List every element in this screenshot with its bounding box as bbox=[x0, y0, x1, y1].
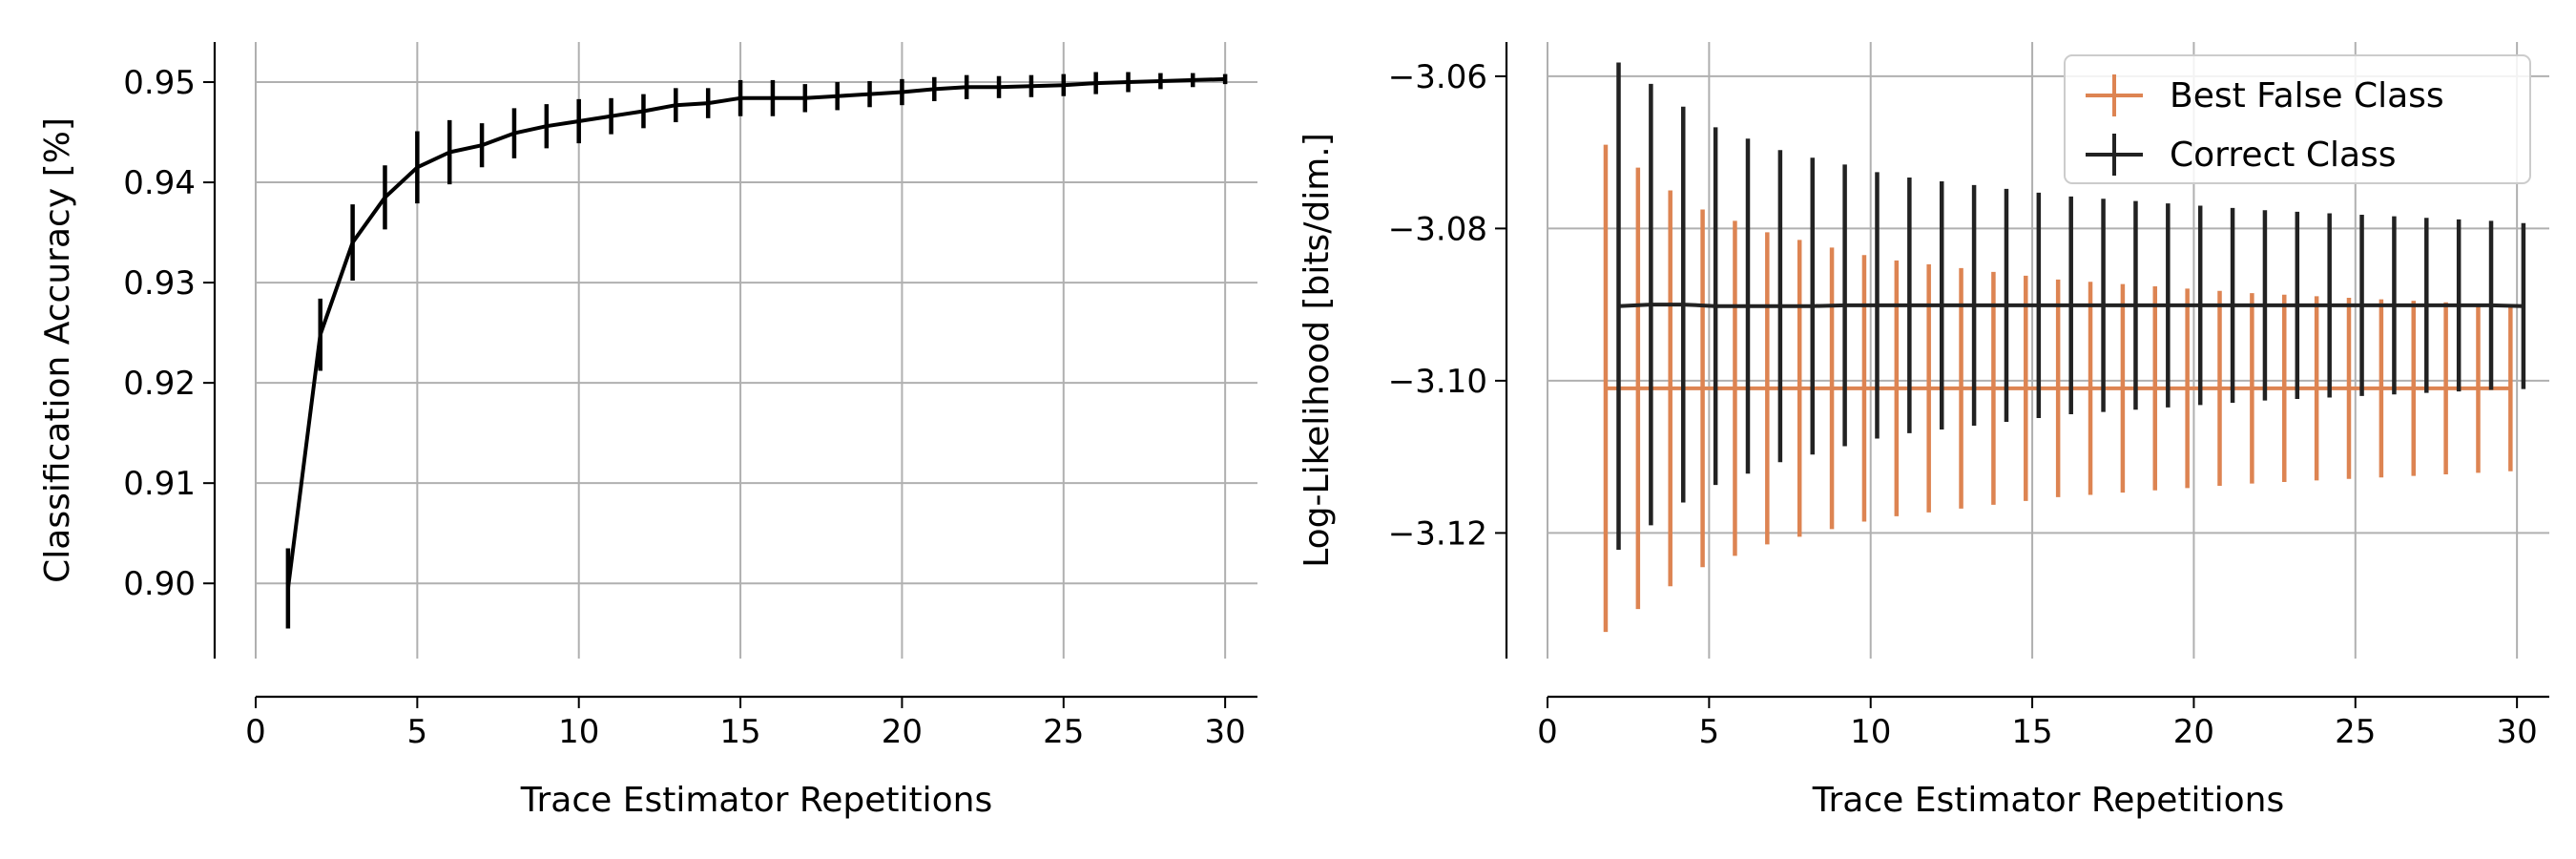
y-tick-label: −3.10 bbox=[1388, 363, 1487, 401]
legend: Best False Class Correct Class bbox=[2064, 54, 2531, 184]
legend-label: Best False Class bbox=[2170, 76, 2444, 115]
x-tick-label: 20 bbox=[2173, 713, 2214, 751]
y-tick-label: 0.94 bbox=[123, 164, 196, 202]
x-axis-label: Trace Estimator Repetitions bbox=[1812, 781, 2284, 820]
x-tick-label: 5 bbox=[1699, 713, 1720, 751]
x-tick-label: 10 bbox=[1850, 713, 1891, 751]
y-tick-label: 0.92 bbox=[123, 365, 196, 403]
series-line bbox=[1618, 303, 2524, 308]
series-0 bbox=[1603, 144, 2513, 633]
x-tick-label: 25 bbox=[2335, 713, 2376, 751]
legend-entry: Best False Class bbox=[2086, 74, 2444, 116]
series-line bbox=[285, 76, 1226, 589]
accuracy-chart: 0 5 10 15 20 25 30 0.90 0.91 0.92 0.93 0.94 0.95 Trac… bbox=[38, 42, 1257, 820]
y-axis-label: Log-Likelihood [bits/dim.] bbox=[1298, 133, 1337, 568]
x-tick-label: 5 bbox=[407, 713, 428, 751]
x-tick-label: 20 bbox=[882, 713, 923, 751]
x-tick-label: 0 bbox=[245, 713, 266, 751]
y-tick-label: −3.08 bbox=[1388, 210, 1487, 248]
series-1 bbox=[1616, 62, 2526, 550]
y-tick-label: 0.90 bbox=[123, 565, 196, 603]
y-tick-label: 0.91 bbox=[123, 465, 196, 503]
series-0 bbox=[285, 72, 1228, 629]
x-tick-label: 0 bbox=[1537, 713, 1558, 751]
log-likelihood-chart: 0 5 10 15 20 25 30 −3.12 −3.10 −3.08 −3.06 Trace Es… bbox=[1298, 42, 2549, 820]
y-axis-label: Classification Accuracy [%] bbox=[38, 117, 77, 583]
x-tick-label: 30 bbox=[1204, 713, 1245, 751]
y-tick-label: 0.95 bbox=[123, 64, 196, 102]
legend-box bbox=[2064, 54, 2531, 184]
x-tick-label: 30 bbox=[2496, 713, 2537, 751]
x-axis-label: Trace Estimator Repetitions bbox=[520, 781, 992, 820]
grid bbox=[255, 42, 1257, 659]
y-tick-label: −3.12 bbox=[1388, 514, 1487, 553]
y-tick-label: −3.06 bbox=[1388, 58, 1487, 96]
x-tick-label: 10 bbox=[558, 713, 599, 751]
legend-entry: Correct Class bbox=[2086, 134, 2397, 176]
y-tick-label: 0.93 bbox=[123, 264, 196, 303]
x-tick-label: 25 bbox=[1043, 713, 1084, 751]
legend-label: Correct Class bbox=[2170, 136, 2397, 175]
x-tick-label: 15 bbox=[719, 713, 760, 751]
x-tick-label: 15 bbox=[2011, 713, 2052, 751]
